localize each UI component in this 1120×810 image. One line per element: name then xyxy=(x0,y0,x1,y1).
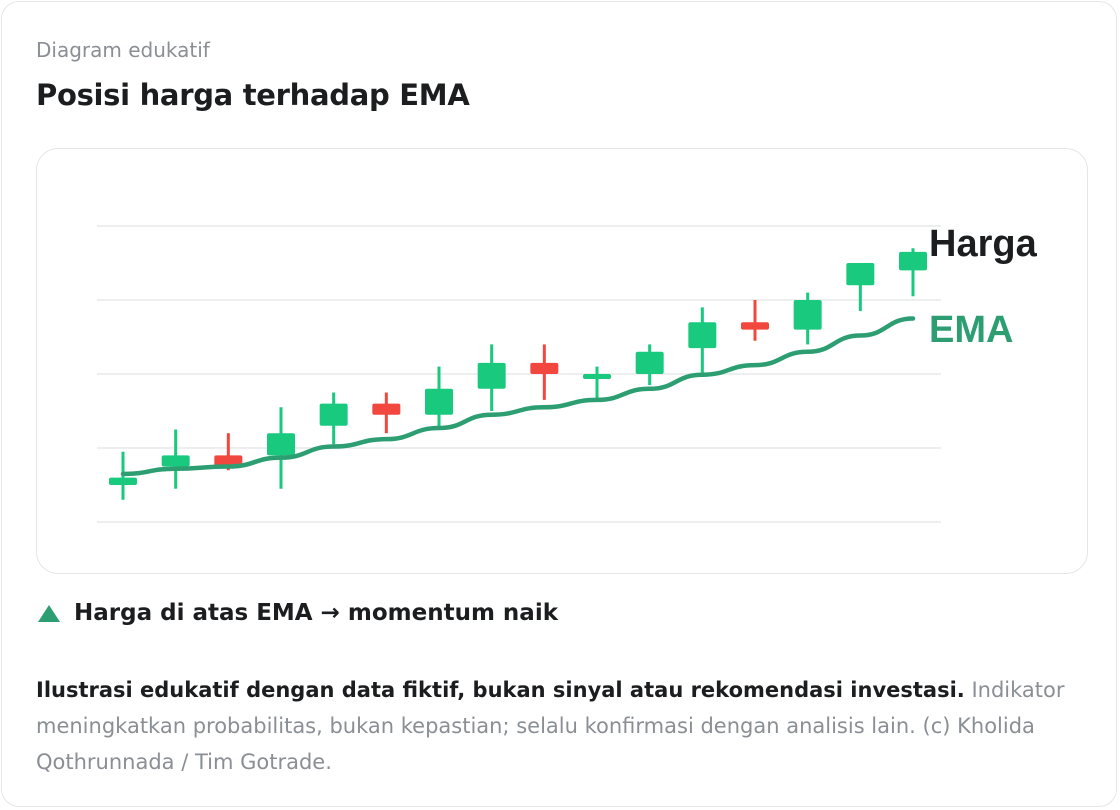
ema-line xyxy=(120,316,916,477)
triangle-up-icon xyxy=(38,604,60,622)
candle-body xyxy=(583,374,611,379)
candle-body xyxy=(267,433,295,456)
candle-body xyxy=(635,351,664,374)
grid-lines xyxy=(97,225,941,523)
candle-up xyxy=(161,429,190,489)
candle-body xyxy=(793,300,822,330)
candle-body xyxy=(372,403,401,415)
candle-up xyxy=(583,366,611,400)
candle-body xyxy=(109,477,137,485)
candle-up xyxy=(846,263,875,312)
disclaimer: Ilustrasi edukatif dengan data fiktif, b… xyxy=(36,672,1096,780)
ema-layer xyxy=(120,316,916,477)
candlestick-chart: Harga EMA xyxy=(97,223,1038,523)
candle-body xyxy=(477,362,506,389)
candle-up xyxy=(688,307,717,374)
candle-body xyxy=(319,403,348,426)
candle-up xyxy=(477,344,506,411)
candle-body xyxy=(530,362,559,374)
candle-up xyxy=(635,344,664,386)
chart-panel: Harga EMA xyxy=(36,148,1088,574)
candle-body xyxy=(688,322,717,349)
disclaimer-bold: Ilustrasi edukatif dengan data fiktif, b… xyxy=(36,678,965,702)
candle-up xyxy=(793,292,822,345)
candles xyxy=(109,248,927,500)
candle-body xyxy=(214,455,243,467)
candle-body xyxy=(899,251,927,271)
candle-down xyxy=(530,344,559,400)
candle-body xyxy=(161,455,190,467)
takeaway: Harga di atas EMA → momentum naik xyxy=(38,598,558,628)
candle-up xyxy=(267,407,295,489)
candle-up xyxy=(425,366,453,430)
candle-down xyxy=(214,433,243,471)
ema-series-label: EMA xyxy=(929,309,1013,351)
candle-down xyxy=(372,392,401,434)
takeaway-text: Harga di atas EMA → momentum naik xyxy=(74,600,558,626)
disclaimer-text: Indikator meningkatkan probabilitas, buk… xyxy=(36,678,1065,774)
candle-body xyxy=(846,263,875,286)
candle-up xyxy=(899,248,927,297)
candle-up xyxy=(319,392,348,445)
page-title: Posisi harga terhadap EMA xyxy=(36,78,470,112)
candle-down xyxy=(741,300,769,341)
price-series-label: Harga xyxy=(929,223,1038,265)
candle-body xyxy=(425,388,453,415)
candle-body xyxy=(741,322,769,330)
eyebrow-label: Diagram edukatif xyxy=(36,38,210,62)
